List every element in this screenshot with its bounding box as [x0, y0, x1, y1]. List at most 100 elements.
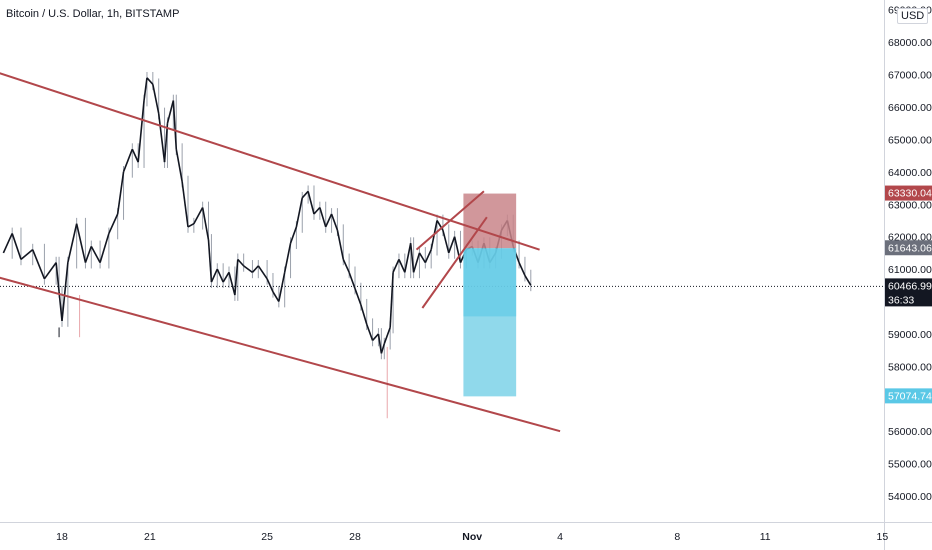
candle-body — [143, 77, 148, 101]
candle-body — [122, 148, 134, 173]
candle-body — [116, 171, 125, 215]
chart-title[interactable]: Bitcoin / U.S. Dollar, 1h, BITSTAMP — [6, 8, 180, 20]
candle-body — [377, 333, 383, 354]
candle-body — [193, 207, 204, 225]
candle-body — [392, 259, 400, 273]
y-tick-label: 64000.00 — [888, 167, 932, 179]
candle-body — [201, 207, 210, 241]
candle-body — [313, 206, 321, 215]
candle-body — [330, 213, 339, 231]
price-badge-label: 60466.99 — [888, 280, 932, 292]
price-badge — [885, 240, 932, 256]
y-tick-label: 66000.00 — [888, 102, 932, 114]
y-tick-label: 56000.00 — [888, 426, 932, 438]
candle-body — [383, 327, 391, 344]
candle-body — [166, 100, 175, 124]
candle-body — [272, 291, 280, 302]
candle-body — [324, 213, 333, 228]
wedge-lower-line[interactable] — [421, 216, 488, 309]
candle-body — [266, 278, 274, 293]
candle-body — [99, 233, 110, 263]
y-tick-label: 58000.00 — [888, 361, 932, 373]
price-badge-label: 57074.74 — [888, 390, 932, 402]
candle-body — [307, 191, 315, 215]
price-badge-label: 61643.06 — [888, 242, 932, 254]
candle-body — [146, 77, 154, 85]
candle-body — [237, 258, 245, 267]
candle-body — [210, 268, 219, 283]
price-badge-countdown: 36:33 — [888, 294, 914, 306]
y-tick-label: 61000.00 — [888, 264, 932, 276]
candle-body — [278, 272, 286, 302]
candle-body — [354, 288, 362, 306]
y-tick-label: 59000.00 — [888, 329, 932, 341]
candle-body — [108, 213, 119, 234]
candle-body — [175, 149, 183, 182]
plot-background — [0, 0, 884, 522]
currency-selector[interactable]: USD — [897, 8, 929, 24]
candle-body — [295, 197, 304, 228]
y-tick-label: 67000.00 — [888, 70, 932, 82]
candle-body — [404, 243, 412, 273]
candle-body — [172, 100, 178, 150]
price-layer — [0, 0, 884, 522]
y-tick-label: 63000.00 — [888, 199, 932, 211]
y-tick-label: 68000.00 — [888, 37, 932, 49]
candle-body — [31, 249, 46, 280]
x-tick-label: 18 — [56, 531, 68, 543]
candle-body — [216, 268, 224, 283]
x-tick-label: 15 — [877, 531, 889, 543]
open-pnl-zone — [463, 248, 517, 317]
candle-body — [518, 262, 526, 276]
candle-body — [11, 233, 22, 260]
candle-body — [257, 265, 268, 280]
candle-body — [371, 333, 380, 341]
candle-body — [187, 223, 195, 228]
candle-body — [524, 275, 532, 286]
candle-body — [342, 259, 350, 273]
x-tick-label: 25 — [261, 531, 273, 543]
candle-body — [448, 236, 456, 254]
candle-body — [283, 243, 292, 273]
candle-body — [389, 272, 394, 328]
candle-body — [301, 190, 309, 199]
candle-body — [2, 233, 13, 254]
x-tick-label: Nov — [462, 531, 482, 543]
upper-channel-line[interactable] — [0, 65, 540, 251]
candle-body — [84, 246, 93, 263]
candle-body — [398, 259, 406, 273]
candle-body — [409, 243, 415, 273]
candle-body — [442, 229, 450, 254]
price-badge-label: 63330.04 — [888, 188, 932, 200]
drawings-layer[interactable] — [0, 65, 561, 433]
price-badge — [885, 388, 932, 404]
y-tick-label: 54000.00 — [888, 491, 932, 503]
candle-body — [58, 291, 63, 322]
candle-body — [348, 272, 356, 289]
x-tick-label: 11 — [760, 531, 771, 543]
candle-body — [207, 239, 213, 283]
candle-body — [67, 223, 78, 263]
candle-body — [20, 249, 34, 260]
candle-body — [61, 262, 69, 322]
candle-body — [43, 262, 57, 280]
x-tick-label: 4 — [557, 531, 563, 543]
candle-body — [424, 249, 432, 263]
candle-body — [228, 272, 236, 296]
x-tick-label: 28 — [349, 531, 361, 543]
candle-body — [243, 265, 253, 273]
candle-body — [412, 252, 421, 273]
candle-body — [157, 113, 166, 163]
lower-channel-line[interactable] — [0, 269, 561, 433]
candle-body — [90, 246, 101, 264]
x-tick-label: 8 — [674, 531, 680, 543]
candle-body — [453, 236, 462, 263]
wedge-upper-line[interactable] — [415, 190, 485, 251]
y-tick-label: 55000.00 — [888, 459, 932, 471]
price-badge — [885, 278, 932, 307]
candle-body — [365, 323, 374, 341]
x-tick-label: 21 — [144, 531, 156, 543]
y-tick-label: 65000.00 — [888, 134, 932, 146]
